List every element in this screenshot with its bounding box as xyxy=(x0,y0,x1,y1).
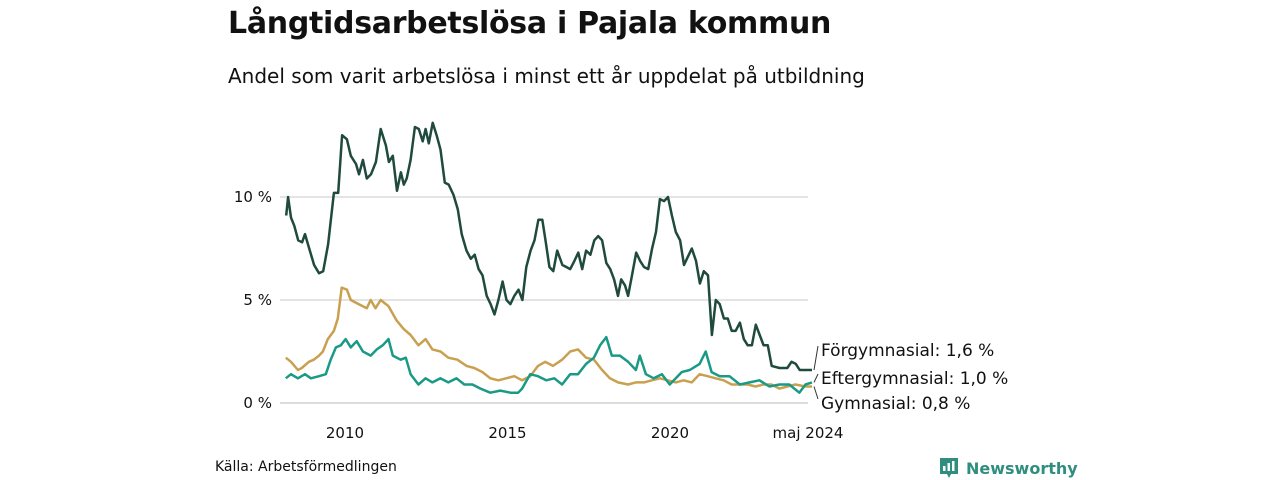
newsworthy-logo: Newsworthy xyxy=(938,456,1078,480)
label-leader-line xyxy=(813,386,819,400)
bar-chart-icon xyxy=(940,458,958,478)
source-note: Källa: Arbetsförmedlingen xyxy=(215,459,397,475)
x-tick-label: 2015 xyxy=(488,424,526,442)
end-label-eftergymnasial: Eftergymnasial: 1,0 % xyxy=(821,369,1008,389)
chart-subtitle: Andel som varit arbetslösa i minst ett å… xyxy=(228,64,865,88)
x-tick-label: 2010 xyxy=(326,424,364,442)
x-tick-label: 2020 xyxy=(651,424,689,442)
y-tick-label: 0 % xyxy=(243,394,272,412)
label-leader-line xyxy=(813,345,819,371)
end-label-förgymnasial: Förgymnasial: 1,6 % xyxy=(821,341,994,361)
end-labels: Förgymnasial: 1,6 % Eftergymnasial: 1,0 %… xyxy=(813,341,1008,414)
chart-title: Långtidsarbetslösa i Pajala kommun xyxy=(228,6,832,41)
series-line-förgymnasial xyxy=(284,121,812,372)
x-tick-label: maj 2024 xyxy=(773,424,844,442)
x-axis: 2010 2015 2020 maj 2024 xyxy=(326,424,844,442)
label-leader-line xyxy=(813,373,819,383)
y-tick-label: 5 % xyxy=(243,291,272,309)
brand-name: Newsworthy xyxy=(966,458,1078,478)
y-axis: 0 % 5 % 10 % xyxy=(234,188,272,412)
y-tick-label: 10 % xyxy=(234,188,272,206)
series-lines xyxy=(284,121,813,394)
series-line-eftergymnasial xyxy=(285,335,813,394)
end-label-gymnasial: Gymnasial: 0,8 % xyxy=(821,394,970,414)
gridlines xyxy=(280,196,808,404)
series-line-gymnasial xyxy=(285,286,812,390)
